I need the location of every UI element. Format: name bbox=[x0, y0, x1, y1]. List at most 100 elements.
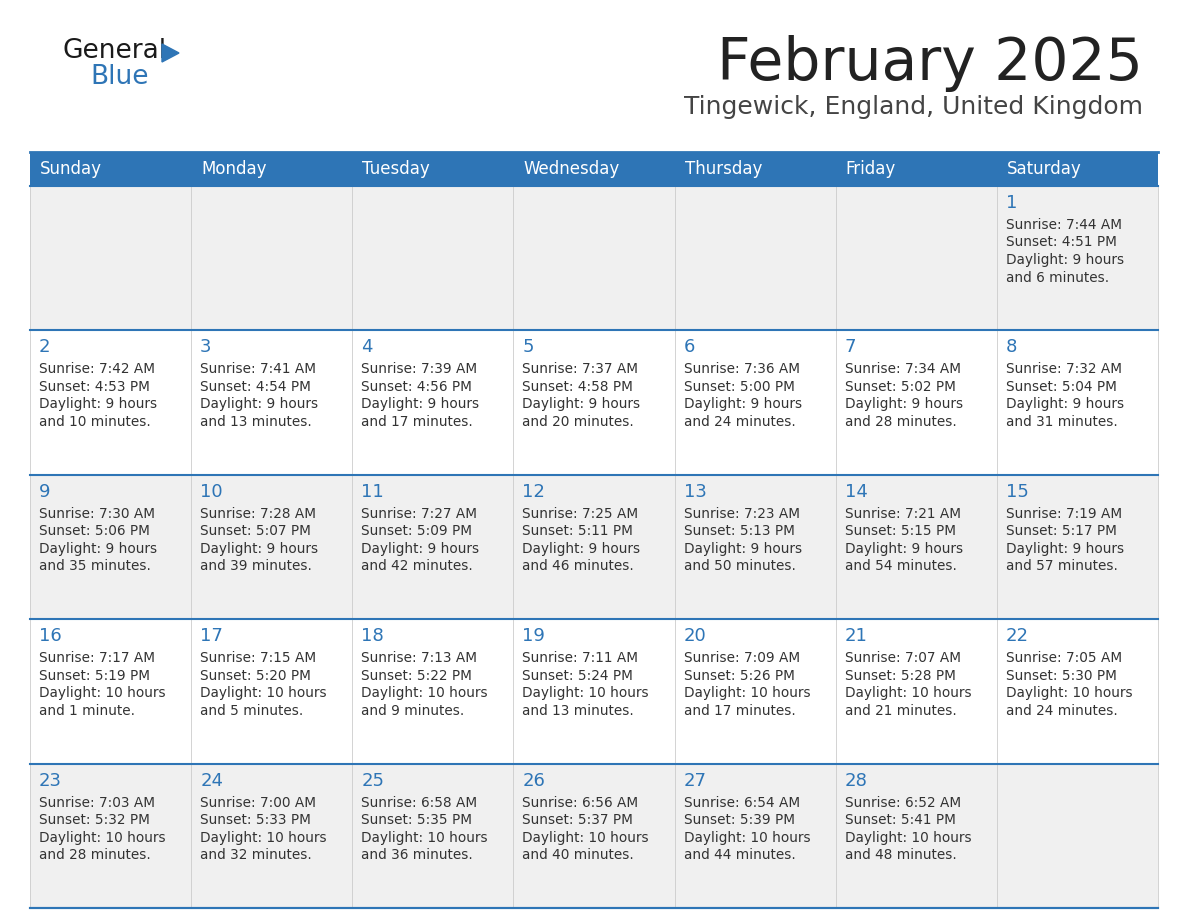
Text: Sunrise: 7:27 AM: Sunrise: 7:27 AM bbox=[361, 507, 478, 521]
Text: and 57 minutes.: and 57 minutes. bbox=[1006, 559, 1118, 574]
Text: 25: 25 bbox=[361, 772, 384, 789]
Bar bbox=[353, 330, 513, 475]
Text: Sunrise: 6:56 AM: Sunrise: 6:56 AM bbox=[523, 796, 639, 810]
Text: Sunrise: 6:58 AM: Sunrise: 6:58 AM bbox=[361, 796, 478, 810]
Bar bbox=[835, 330, 997, 475]
Bar bbox=[675, 330, 835, 475]
Text: Sunrise: 7:13 AM: Sunrise: 7:13 AM bbox=[361, 651, 478, 666]
Text: 26: 26 bbox=[523, 772, 545, 789]
Text: Daylight: 10 hours: Daylight: 10 hours bbox=[39, 686, 165, 700]
Text: and 5 minutes.: and 5 minutes. bbox=[200, 704, 303, 718]
Text: and 50 minutes.: and 50 minutes. bbox=[683, 559, 796, 574]
Text: Daylight: 9 hours: Daylight: 9 hours bbox=[523, 542, 640, 555]
Text: and 24 minutes.: and 24 minutes. bbox=[1006, 704, 1118, 718]
Bar bbox=[191, 475, 353, 620]
Text: Daylight: 10 hours: Daylight: 10 hours bbox=[845, 686, 972, 700]
Text: Sunrise: 7:23 AM: Sunrise: 7:23 AM bbox=[683, 507, 800, 521]
Text: 16: 16 bbox=[39, 627, 62, 645]
Text: Sunrise: 7:25 AM: Sunrise: 7:25 AM bbox=[523, 507, 639, 521]
Text: 22: 22 bbox=[1006, 627, 1029, 645]
Text: 6: 6 bbox=[683, 339, 695, 356]
Text: 1: 1 bbox=[1006, 194, 1017, 212]
Text: Sunset: 5:02 PM: Sunset: 5:02 PM bbox=[845, 380, 955, 394]
Text: Daylight: 10 hours: Daylight: 10 hours bbox=[361, 686, 488, 700]
Text: Sunrise: 7:00 AM: Sunrise: 7:00 AM bbox=[200, 796, 316, 810]
Text: Sunrise: 7:05 AM: Sunrise: 7:05 AM bbox=[1006, 651, 1121, 666]
Text: Daylight: 9 hours: Daylight: 9 hours bbox=[845, 397, 962, 411]
Text: Sunset: 5:13 PM: Sunset: 5:13 PM bbox=[683, 524, 795, 538]
Bar bbox=[675, 152, 835, 186]
Text: Sunset: 5:20 PM: Sunset: 5:20 PM bbox=[200, 668, 311, 683]
Bar bbox=[835, 475, 997, 620]
Bar bbox=[997, 475, 1158, 620]
Text: Sunrise: 7:15 AM: Sunrise: 7:15 AM bbox=[200, 651, 316, 666]
Bar bbox=[191, 152, 353, 186]
Bar bbox=[30, 475, 191, 620]
Bar bbox=[30, 764, 191, 908]
Bar bbox=[675, 186, 835, 330]
Text: 11: 11 bbox=[361, 483, 384, 501]
Text: and 32 minutes.: and 32 minutes. bbox=[200, 848, 312, 862]
Text: Sunrise: 6:52 AM: Sunrise: 6:52 AM bbox=[845, 796, 961, 810]
Text: Daylight: 10 hours: Daylight: 10 hours bbox=[523, 686, 649, 700]
Text: Tuesday: Tuesday bbox=[362, 160, 430, 178]
Text: Sunset: 5:26 PM: Sunset: 5:26 PM bbox=[683, 668, 795, 683]
Bar bbox=[353, 620, 513, 764]
Text: February 2025: February 2025 bbox=[718, 35, 1143, 92]
Text: Sunrise: 7:09 AM: Sunrise: 7:09 AM bbox=[683, 651, 800, 666]
Text: Daylight: 10 hours: Daylight: 10 hours bbox=[683, 686, 810, 700]
Text: 9: 9 bbox=[39, 483, 51, 501]
Text: and 17 minutes.: and 17 minutes. bbox=[361, 415, 473, 429]
Text: Sunrise: 7:32 AM: Sunrise: 7:32 AM bbox=[1006, 363, 1121, 376]
Text: Daylight: 10 hours: Daylight: 10 hours bbox=[200, 831, 327, 845]
Text: Sunrise: 7:34 AM: Sunrise: 7:34 AM bbox=[845, 363, 961, 376]
Text: 15: 15 bbox=[1006, 483, 1029, 501]
Text: 20: 20 bbox=[683, 627, 707, 645]
Text: Sunset: 5:19 PM: Sunset: 5:19 PM bbox=[39, 668, 150, 683]
Text: Sunrise: 7:30 AM: Sunrise: 7:30 AM bbox=[39, 507, 154, 521]
Text: Sunset: 5:28 PM: Sunset: 5:28 PM bbox=[845, 668, 955, 683]
Text: Sunrise: 7:42 AM: Sunrise: 7:42 AM bbox=[39, 363, 154, 376]
Text: Sunset: 5:39 PM: Sunset: 5:39 PM bbox=[683, 813, 795, 827]
Bar bbox=[997, 330, 1158, 475]
Text: Sunset: 4:58 PM: Sunset: 4:58 PM bbox=[523, 380, 633, 394]
Text: 17: 17 bbox=[200, 627, 223, 645]
Text: Daylight: 9 hours: Daylight: 9 hours bbox=[845, 542, 962, 555]
Text: Blue: Blue bbox=[90, 64, 148, 90]
Text: Daylight: 9 hours: Daylight: 9 hours bbox=[361, 542, 480, 555]
Bar bbox=[835, 764, 997, 908]
Text: Sunrise: 7:03 AM: Sunrise: 7:03 AM bbox=[39, 796, 154, 810]
Text: Sunset: 5:07 PM: Sunset: 5:07 PM bbox=[200, 524, 311, 538]
Text: Sunset: 5:35 PM: Sunset: 5:35 PM bbox=[361, 813, 473, 827]
Text: Sunset: 5:22 PM: Sunset: 5:22 PM bbox=[361, 668, 472, 683]
Text: and 6 minutes.: and 6 minutes. bbox=[1006, 271, 1108, 285]
Text: and 46 minutes.: and 46 minutes. bbox=[523, 559, 634, 574]
Text: Sunset: 5:33 PM: Sunset: 5:33 PM bbox=[200, 813, 311, 827]
Text: Daylight: 9 hours: Daylight: 9 hours bbox=[39, 542, 157, 555]
Bar bbox=[513, 620, 675, 764]
Text: Daylight: 9 hours: Daylight: 9 hours bbox=[200, 542, 318, 555]
Text: Sunrise: 7:19 AM: Sunrise: 7:19 AM bbox=[1006, 507, 1121, 521]
Text: Daylight: 9 hours: Daylight: 9 hours bbox=[683, 397, 802, 411]
Text: Daylight: 9 hours: Daylight: 9 hours bbox=[200, 397, 318, 411]
Text: Daylight: 9 hours: Daylight: 9 hours bbox=[523, 397, 640, 411]
Text: Sunset: 4:56 PM: Sunset: 4:56 PM bbox=[361, 380, 472, 394]
Polygon shape bbox=[162, 44, 179, 62]
Text: Sunset: 4:51 PM: Sunset: 4:51 PM bbox=[1006, 236, 1117, 250]
Text: 24: 24 bbox=[200, 772, 223, 789]
Bar bbox=[513, 186, 675, 330]
Bar bbox=[675, 620, 835, 764]
Text: Sunset: 4:54 PM: Sunset: 4:54 PM bbox=[200, 380, 311, 394]
Text: Sunrise: 7:28 AM: Sunrise: 7:28 AM bbox=[200, 507, 316, 521]
Bar bbox=[675, 764, 835, 908]
Text: and 13 minutes.: and 13 minutes. bbox=[200, 415, 312, 429]
Text: Daylight: 9 hours: Daylight: 9 hours bbox=[1006, 542, 1124, 555]
Text: Sunset: 5:32 PM: Sunset: 5:32 PM bbox=[39, 813, 150, 827]
Text: Daylight: 10 hours: Daylight: 10 hours bbox=[1006, 686, 1132, 700]
Text: and 36 minutes.: and 36 minutes. bbox=[361, 848, 473, 862]
Text: Daylight: 10 hours: Daylight: 10 hours bbox=[200, 686, 327, 700]
Bar bbox=[513, 330, 675, 475]
Text: and 10 minutes.: and 10 minutes. bbox=[39, 415, 151, 429]
Text: Sunset: 5:09 PM: Sunset: 5:09 PM bbox=[361, 524, 473, 538]
Text: Sunset: 5:17 PM: Sunset: 5:17 PM bbox=[1006, 524, 1117, 538]
